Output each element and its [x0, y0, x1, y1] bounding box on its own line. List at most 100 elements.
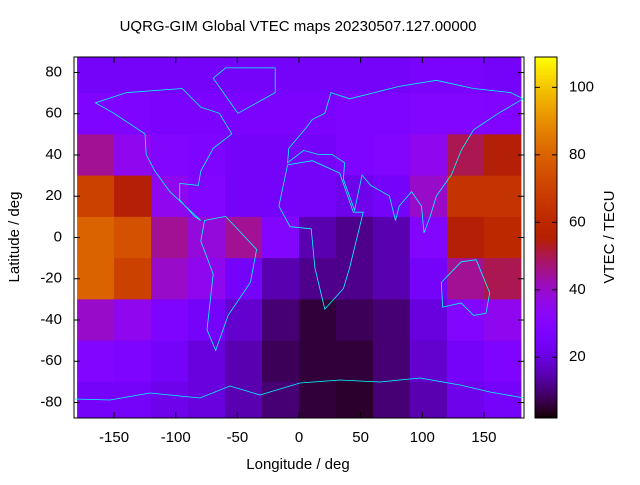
colorbar-slice	[535, 186, 557, 190]
colorbar-slice	[535, 336, 557, 341]
heatmap-cell	[188, 134, 226, 177]
colorbar-tick-label: 20	[569, 348, 586, 365]
heatmap-cell	[409, 381, 448, 419]
colorbar-slice	[535, 78, 557, 82]
colorbar-frame	[534, 56, 558, 419]
colorbar-slice	[535, 399, 557, 404]
heatmap-cell	[299, 340, 337, 383]
colorbar-slice	[535, 108, 557, 112]
heatmap-cell	[151, 258, 189, 300]
colorbar-slice	[535, 168, 557, 172]
heatmap	[77, 57, 522, 419]
colorbar-slice	[535, 309, 557, 314]
colorbar-slice	[535, 144, 557, 148]
colorbar-slice	[535, 84, 557, 88]
heatmap-cell	[409, 299, 448, 342]
heatmap-cell	[225, 381, 263, 419]
heatmap-cell	[483, 258, 522, 300]
coastline	[287, 79, 525, 234]
heatmap-cell	[77, 299, 115, 342]
colorbar-slice	[535, 303, 557, 308]
heatmap-cell	[372, 299, 411, 342]
colorbar-slice	[535, 360, 557, 365]
heatmap-cell	[151, 299, 189, 342]
colorbar-slice	[535, 411, 557, 416]
colorbar-slice	[535, 279, 557, 284]
colorbar-slice	[535, 333, 557, 338]
heatmap-cell	[151, 340, 189, 383]
colorbar-slice	[535, 273, 557, 278]
colorbar-slice	[535, 351, 557, 356]
colorbar-slice	[535, 207, 557, 211]
heatmap-cell	[299, 299, 337, 342]
colorbar-slice	[535, 210, 557, 214]
coastlines	[74, 67, 525, 401]
colorbar-slice	[535, 369, 557, 374]
colorbar-slice	[535, 195, 557, 199]
colorbar-slice	[535, 345, 557, 350]
heatmap-cell	[446, 258, 485, 300]
heatmap-cell	[483, 216, 522, 259]
colorbar-slice	[535, 69, 557, 73]
heatmap-cell	[77, 340, 115, 383]
heatmap-cell	[446, 175, 485, 218]
colorbar-slice	[535, 243, 557, 248]
heatmap-cell	[446, 57, 485, 94]
coastline	[200, 215, 258, 352]
colorbar-slice	[535, 171, 557, 175]
x-tick-label: -100	[161, 429, 191, 446]
colorbar-slice	[535, 114, 557, 118]
heatmap-cell	[114, 57, 152, 94]
heatmap-cell	[151, 216, 189, 259]
colorbar-slice	[535, 213, 557, 217]
chart-title: UQRG-GIM Global VTEC maps 20230507.127.0…	[120, 18, 477, 35]
heatmap-cell	[483, 93, 522, 135]
colorbar-slice	[535, 60, 557, 64]
heatmap-cell	[409, 340, 448, 383]
colorbar-slice	[535, 93, 557, 97]
colorbar-slice	[535, 270, 557, 275]
coastline	[74, 377, 525, 401]
colorbar-slice	[535, 342, 557, 347]
heatmap-cell	[151, 175, 189, 218]
colorbar-slice	[535, 87, 557, 91]
colorbar-slice	[535, 231, 557, 235]
heatmap-cell	[262, 340, 300, 383]
colorbar-slice	[535, 366, 557, 371]
y-tick-label: -60	[40, 352, 62, 369]
colorbar-slice	[535, 201, 557, 205]
y-tick-label: 80	[45, 63, 62, 80]
x-tick-label: 50	[352, 429, 369, 446]
colorbar-slice	[535, 234, 557, 238]
colorbar-slice	[535, 129, 557, 133]
heatmap-cell	[262, 258, 300, 300]
colorbar-slice	[535, 162, 557, 166]
colorbar-slice	[535, 183, 557, 187]
heatmap-cell	[409, 258, 448, 300]
colorbar-slice	[535, 96, 557, 100]
colorbar-slice	[535, 408, 557, 413]
x-tick-label: -50	[227, 429, 249, 446]
coastline	[212, 67, 276, 114]
colorbar-slice	[535, 192, 557, 196]
colorbar-tick-label: 40	[569, 281, 586, 298]
y-axis-label: Latitude / deg	[6, 192, 23, 283]
colorbar-slice	[535, 237, 557, 242]
colorbar-slice	[535, 393, 557, 398]
heatmap-cell	[114, 340, 152, 383]
heatmap-cell	[409, 216, 448, 259]
heatmap-cell	[225, 134, 263, 177]
heatmap-cell	[409, 175, 448, 218]
colorbar-slice	[535, 132, 557, 136]
heatmap-cell	[262, 299, 300, 342]
colorbar-slice	[535, 219, 557, 223]
coastline	[440, 259, 491, 316]
heatmap-cell	[188, 381, 226, 419]
colorbar-slice	[535, 288, 557, 293]
colorbar-tick-label: 60	[569, 213, 586, 230]
colorbar-slice	[535, 264, 557, 269]
heatmap-cell	[114, 381, 152, 419]
colorbar-slice	[535, 294, 557, 299]
colorbar-slice	[535, 267, 557, 272]
